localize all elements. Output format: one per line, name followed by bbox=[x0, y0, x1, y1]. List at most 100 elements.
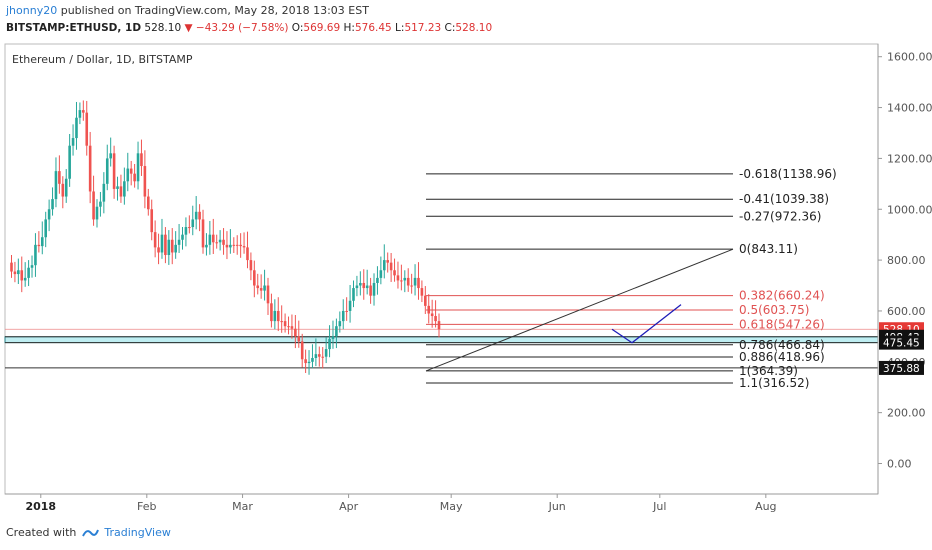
candle-body bbox=[150, 209, 154, 233]
candle-body bbox=[129, 168, 133, 174]
publish-text: published on TradingView.com, May 28, 20… bbox=[60, 4, 369, 17]
candle-body bbox=[68, 145, 71, 179]
candle-body bbox=[54, 171, 58, 200]
candle-body bbox=[167, 239, 171, 256]
candle-body bbox=[174, 244, 177, 253]
publish-info: jhonny20 published on TradingView.com, M… bbox=[6, 4, 369, 17]
candle-body bbox=[58, 171, 61, 184]
candle-body bbox=[300, 341, 304, 360]
y-tick-label-4: 800.00 bbox=[887, 254, 926, 267]
candle-body bbox=[218, 239, 222, 243]
candle-body bbox=[352, 288, 355, 301]
candle-body bbox=[338, 321, 342, 327]
candle-body bbox=[116, 186, 119, 189]
candle-body bbox=[386, 260, 389, 263]
candle-body bbox=[153, 232, 157, 248]
candle-body bbox=[136, 153, 140, 182]
candle-body bbox=[328, 338, 331, 350]
x-tick-label-7: Aug bbox=[755, 500, 776, 513]
x-tick-label-1: Feb bbox=[137, 500, 156, 513]
candle-body bbox=[235, 244, 239, 246]
fib-label-0: -0.618(1138.96) bbox=[739, 167, 837, 181]
price-tag-3: 375.88 bbox=[883, 363, 920, 375]
x-tick-label-0: 2018 bbox=[25, 500, 56, 513]
candle-body bbox=[119, 186, 123, 197]
candle-body bbox=[51, 199, 54, 210]
candle-body bbox=[304, 359, 307, 364]
candle-body bbox=[413, 277, 417, 286]
candle-body bbox=[355, 285, 359, 289]
candle-body bbox=[273, 310, 277, 322]
x-tick-label-5: Jun bbox=[548, 500, 566, 513]
candle-body bbox=[249, 260, 253, 271]
candle-body bbox=[160, 234, 164, 253]
candle-body bbox=[198, 211, 201, 220]
candle-body bbox=[23, 277, 27, 281]
close-value: 528.10 bbox=[455, 22, 493, 34]
candle-body bbox=[27, 267, 30, 278]
author-link[interactable]: jhonny20 bbox=[6, 4, 58, 17]
candle-body bbox=[256, 285, 260, 289]
candle-body bbox=[34, 244, 37, 266]
candle-body bbox=[430, 313, 434, 317]
x-tick-label-2: Mar bbox=[232, 500, 253, 513]
fib-label-5: 0.5(603.75) bbox=[739, 303, 809, 317]
tradingview-brand[interactable]: TradingView bbox=[104, 526, 171, 539]
candle-body bbox=[396, 275, 400, 281]
chart-title: Ethereum / Dollar, 1D, BITSTAMP bbox=[12, 53, 193, 66]
close-label: C: bbox=[444, 22, 456, 34]
fib-label-3: 0(843.11) bbox=[739, 242, 798, 256]
candle-body bbox=[253, 270, 256, 286]
candle-body bbox=[20, 270, 24, 281]
candle-body bbox=[294, 328, 297, 337]
candle-body bbox=[123, 181, 126, 197]
trendline bbox=[425, 248, 734, 372]
candle-body bbox=[61, 183, 65, 197]
low-value: 517.23 bbox=[404, 22, 442, 34]
tradingview-logo-icon bbox=[82, 529, 100, 536]
candle-body bbox=[44, 219, 47, 238]
candle-body bbox=[307, 361, 311, 364]
candle-body bbox=[140, 153, 143, 167]
candle-body bbox=[78, 110, 82, 118]
candle-body bbox=[215, 242, 218, 244]
candle-body bbox=[263, 285, 266, 291]
candle-body bbox=[30, 265, 34, 268]
x-tick-label-3: Apr bbox=[339, 500, 359, 513]
candle-body bbox=[287, 326, 290, 328]
candle-body bbox=[194, 211, 198, 220]
candle-body bbox=[126, 168, 130, 182]
candle-body bbox=[365, 285, 369, 289]
candle-body bbox=[105, 158, 109, 184]
candle-body bbox=[270, 303, 273, 322]
candle-body bbox=[82, 110, 85, 113]
footer: Created with TradingView bbox=[6, 526, 171, 539]
candle-body bbox=[75, 117, 78, 139]
candle-body bbox=[201, 219, 205, 248]
candle-body bbox=[424, 295, 427, 306]
x-tick-label-4: May bbox=[440, 500, 463, 513]
y-tick-label-8: 0.00 bbox=[887, 457, 912, 470]
fib-label-8: 0.886(418.96) bbox=[739, 350, 825, 364]
candle-body bbox=[246, 247, 249, 261]
candle-body bbox=[239, 244, 242, 247]
candle-body bbox=[170, 239, 174, 253]
candle-body bbox=[225, 244, 229, 248]
candle-body bbox=[400, 280, 403, 282]
candle-body bbox=[164, 234, 167, 256]
fib-label-9: 1(364.39) bbox=[739, 364, 798, 378]
fib-label-1: -0.41(1039.38) bbox=[739, 192, 829, 206]
candle-body bbox=[324, 349, 328, 357]
fib-label-10: 1.1(316.52) bbox=[739, 376, 809, 390]
candle-body bbox=[208, 234, 212, 245]
candle-body bbox=[85, 112, 89, 146]
candle-body bbox=[133, 173, 136, 182]
candle-body bbox=[147, 196, 150, 210]
candle-body bbox=[47, 209, 51, 220]
candle-body bbox=[64, 178, 68, 197]
y-tick-label-1: 1400.00 bbox=[887, 102, 932, 115]
fib-label-6: 0.618(547.26) bbox=[739, 317, 825, 331]
candle-body bbox=[71, 138, 75, 146]
candle-body bbox=[437, 321, 441, 330]
